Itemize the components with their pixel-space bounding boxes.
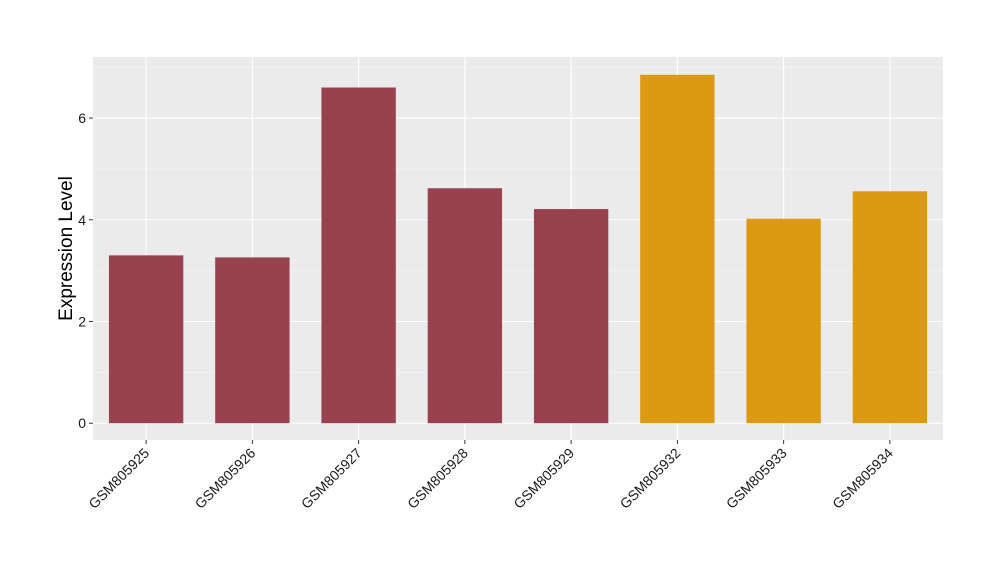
x-axis: GSM805925 GSM805926 GSM805927 GSM805928 GSM8… xyxy=(85,440,896,512)
bars xyxy=(108,74,928,424)
y-tick-label: 0 xyxy=(78,415,86,431)
x-tick-label: GSM805929 xyxy=(510,445,577,512)
x-tick-label: GSM805928 xyxy=(404,445,471,512)
bar-gsm805928 xyxy=(427,188,503,424)
x-tick-label: GSM805932 xyxy=(617,445,684,512)
bar-gsm805926 xyxy=(215,257,290,424)
y-tick-label: 6 xyxy=(78,110,86,126)
bar-gsm805927 xyxy=(321,87,396,424)
x-tick-label: GSM805934 xyxy=(829,445,896,512)
x-tick-label: GSM805926 xyxy=(192,445,259,512)
bar-gsm805925 xyxy=(108,255,184,424)
y-tick-label: 2 xyxy=(78,313,86,329)
bar-gsm805933 xyxy=(746,218,821,424)
y-axis-title: Expression Level xyxy=(56,176,77,321)
y-tick-label: 4 xyxy=(78,212,86,228)
y-axis: 0 2 4 6 xyxy=(78,110,93,431)
x-tick-label: GSM805927 xyxy=(298,445,365,512)
bar-gsm805934 xyxy=(852,191,928,424)
bar-gsm805929 xyxy=(533,209,609,424)
x-tick-label: GSM805925 xyxy=(85,445,152,512)
x-tick-label: GSM805933 xyxy=(723,445,790,512)
bar-gsm805932 xyxy=(640,74,715,424)
